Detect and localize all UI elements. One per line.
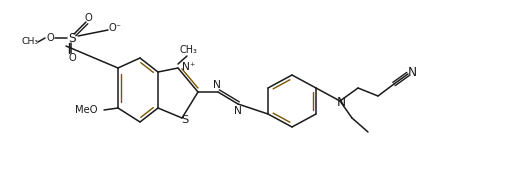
Text: N: N [234, 106, 242, 116]
Text: S: S [181, 115, 189, 125]
Text: MeO: MeO [75, 105, 98, 115]
Text: CH₃: CH₃ [22, 37, 39, 46]
Text: N⁺: N⁺ [182, 62, 196, 72]
Text: N: N [213, 80, 221, 90]
Text: O: O [68, 53, 76, 63]
Text: O: O [84, 13, 92, 23]
Text: N: N [408, 65, 417, 79]
Text: N: N [337, 97, 346, 109]
Text: CH₃: CH₃ [179, 45, 197, 55]
Text: O: O [46, 33, 54, 43]
Text: S: S [68, 31, 76, 45]
Text: O⁻: O⁻ [109, 23, 121, 33]
